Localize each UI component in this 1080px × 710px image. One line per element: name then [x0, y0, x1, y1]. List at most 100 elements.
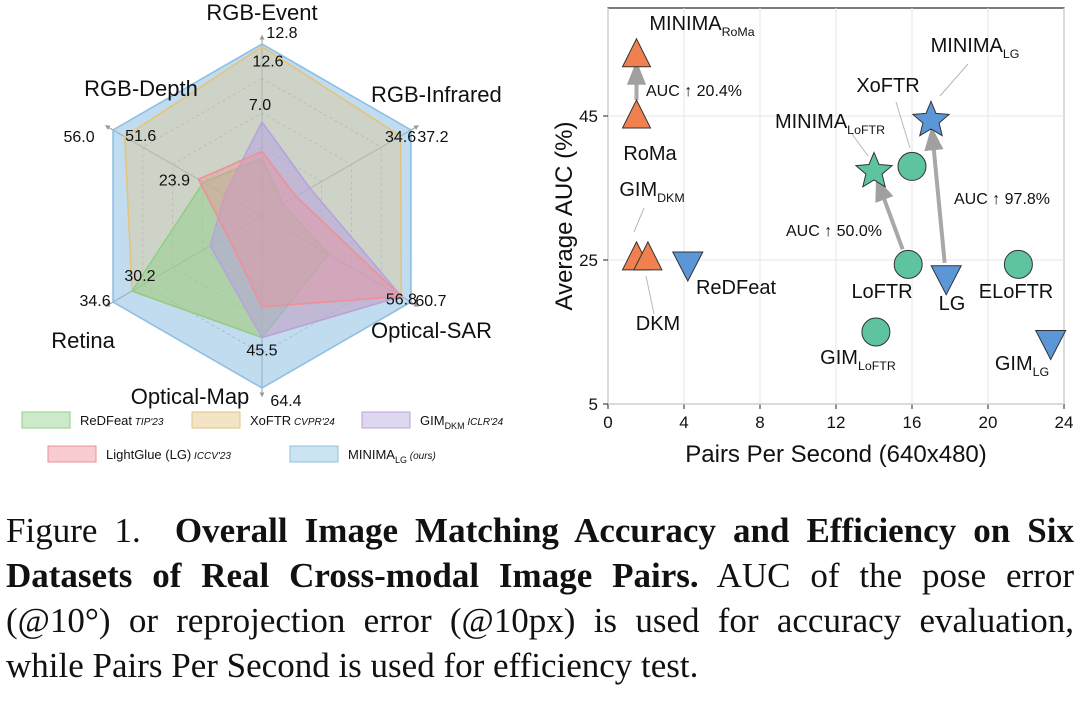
legend-label: GIMDKM ICLR'24 — [420, 413, 504, 431]
scatter-point-label-main: ELoFTR — [979, 281, 1053, 303]
scatter-point-label: ReDFeat — [696, 277, 776, 299]
radar-value-label: 45.5 — [246, 343, 277, 360]
scatter-tick-label-x: 20 — [979, 413, 998, 432]
scatter-tick-label-x: 24 — [1055, 413, 1074, 432]
radar-axis-max: 37.2 — [417, 129, 448, 146]
scatter-leader-line — [633, 207, 645, 233]
scatter-annotation: AUC ↑ 50.0% — [786, 223, 882, 240]
radar-value-label-main: 30.2 — [124, 268, 155, 285]
legend-venue: CVPR'24 — [291, 417, 335, 428]
scatter-point-label-sub: LG — [1033, 365, 1050, 379]
radar-axis-label-main: RGB-Infrared — [371, 82, 502, 107]
legend-venue: ICLR'24 — [465, 417, 504, 428]
scatter-point-label-main: GIM — [619, 179, 657, 201]
scatter-point-label: LoFTR — [851, 281, 912, 303]
radar-polygon-lightglue-lg- — [197, 150, 404, 308]
scatter-point-label: MINIMALoFTR — [775, 111, 885, 137]
legend-name: XoFTR — [250, 413, 291, 428]
radar-axis-label-main: Retina — [51, 328, 115, 353]
scatter-arrow — [924, 126, 947, 263]
radar-axis-label-main: RGB-Event — [206, 0, 317, 25]
scatter-point-label: GIMLoFTR — [820, 347, 896, 373]
scatter-x-axis-title-main: Pairs Per Second (640x480) — [685, 441, 987, 468]
scatter-leader-line — [939, 63, 969, 97]
radar-axis-max: 56.0 — [63, 129, 94, 146]
caption-body: AUC of the pose error (@10°) or reprojec… — [6, 556, 1074, 685]
scatter-point-gim-lg — [1034, 330, 1067, 361]
scatter-tick-label-y: 45 — [579, 107, 598, 126]
legend-swatch — [289, 445, 339, 463]
radar-axis-max: 34.6 — [79, 293, 110, 310]
scatter-point-minima-loftr — [854, 151, 894, 188]
scatter-point-roma — [621, 98, 652, 129]
scatter-point-label: GIMDKM — [619, 179, 684, 205]
scatter-tick-label-x-main: 24 — [1055, 413, 1074, 432]
scatter-annotation-main: AUC ↑ 50.0% — [786, 223, 882, 240]
scatter-tick-label-x: 8 — [755, 413, 764, 432]
scatter-point-label: RoMa — [623, 143, 677, 165]
scatter-point-label-main: MINIMA — [775, 111, 848, 133]
radar-value-label: 23.9 — [159, 172, 190, 189]
radar-axis-max: 60.7 — [415, 293, 446, 310]
radar-axis-label: Optical-SAR — [371, 318, 492, 343]
scatter-point-label: ELoFTR — [979, 281, 1053, 303]
scatter-point-eloftr — [1003, 249, 1033, 279]
legend-name: MINIMA — [348, 447, 395, 462]
scatter-tick-label-y: 5 — [589, 395, 598, 414]
radar-axis-label-main: Optical-SAR — [371, 318, 492, 343]
scatter-point-label-sub: RoMa — [722, 25, 755, 39]
caption-label: Figure 1. — [6, 511, 141, 550]
legend-swatch — [47, 445, 97, 463]
scatter-tick-label-x: 4 — [679, 413, 688, 432]
legend-name-sub: DKM — [445, 421, 465, 431]
scatter-point-label: MINIMALG — [931, 35, 1020, 61]
scatter-point-label: XoFTR — [856, 75, 919, 97]
scatter-point-label-main: DKM — [636, 313, 680, 335]
scatter-y-axis-title: Average AUC (%) — [551, 122, 578, 311]
radar-polygon-gim — [209, 120, 403, 339]
scatter-point-label-main: ReDFeat — [696, 277, 776, 299]
radar-value-label-main: 23.9 — [159, 172, 190, 189]
legend-venue: TIP'23 — [132, 417, 164, 428]
scatter-point-lg — [930, 265, 963, 296]
scatter-arrow — [875, 177, 905, 250]
radar-axis-max-main: 60.7 — [415, 293, 446, 310]
radar-value-label-main: 45.5 — [246, 343, 277, 360]
scatter-point-label-main: RoMa — [623, 143, 677, 165]
scatter-point-loftr — [893, 249, 923, 279]
legend-name-sub: LG — [395, 455, 407, 465]
scatter-tick-label-y-main: 5 — [589, 395, 598, 414]
scatter-tick-label-y: 25 — [579, 251, 598, 270]
scatter-point-label-main: LG — [939, 293, 966, 315]
figure-caption: Figure 1. Overall Image Matching Accurac… — [6, 508, 1074, 688]
scatter-point-label-sub: LoFTR — [858, 359, 896, 373]
legend-venue: (ours) — [407, 451, 436, 462]
scatter-point-label-sub: DKM — [657, 191, 685, 205]
scatter-point-label-sub: LoFTR — [847, 123, 885, 137]
legend-label: MINIMALG (ours) — [348, 447, 436, 465]
scatter-point-label: MINIMARoMa — [649, 13, 754, 39]
radar-value-label: 7.0 — [249, 97, 271, 114]
scatter-leader-line — [895, 101, 911, 149]
scatter-tick-label-x-main: 4 — [679, 413, 688, 432]
radar-axis-label: Retina — [51, 328, 115, 353]
scatter-point-minima-roma — [621, 37, 652, 68]
scatter-point-label: GIMLG — [995, 353, 1049, 379]
legend-venue: ICCV'23 — [191, 451, 231, 462]
legend-swatch — [361, 411, 411, 429]
legend-label: ReDFeat TIP'23 — [80, 413, 164, 428]
scatter-point-label: LG — [939, 293, 966, 315]
radar-legend: ReDFeat TIP'23 XoFTR CVPR'24 GIMDKM ICLR'2… — [21, 411, 504, 465]
radar-axis-max-main: 56.0 — [63, 129, 94, 146]
scatter-point-label-main: GIM — [820, 347, 858, 369]
radar-axis-label: RGB-Depth — [84, 76, 198, 101]
radar-value-label: 12.6 — [252, 54, 283, 71]
scatter-tick-label-x: 12 — [827, 413, 846, 432]
caption-title: Overall Image Matching Accuracy and Effi… — [6, 511, 1075, 595]
radar-axis-max-main: 64.4 — [270, 393, 301, 410]
scatter-tick-label-y-main: 25 — [579, 251, 598, 270]
radar-value-label-main: 56.8 — [386, 291, 417, 308]
radar-axis-label: Optical-Map — [131, 384, 250, 409]
scatter-annotation-main: AUC ↑ 97.8% — [954, 191, 1050, 208]
